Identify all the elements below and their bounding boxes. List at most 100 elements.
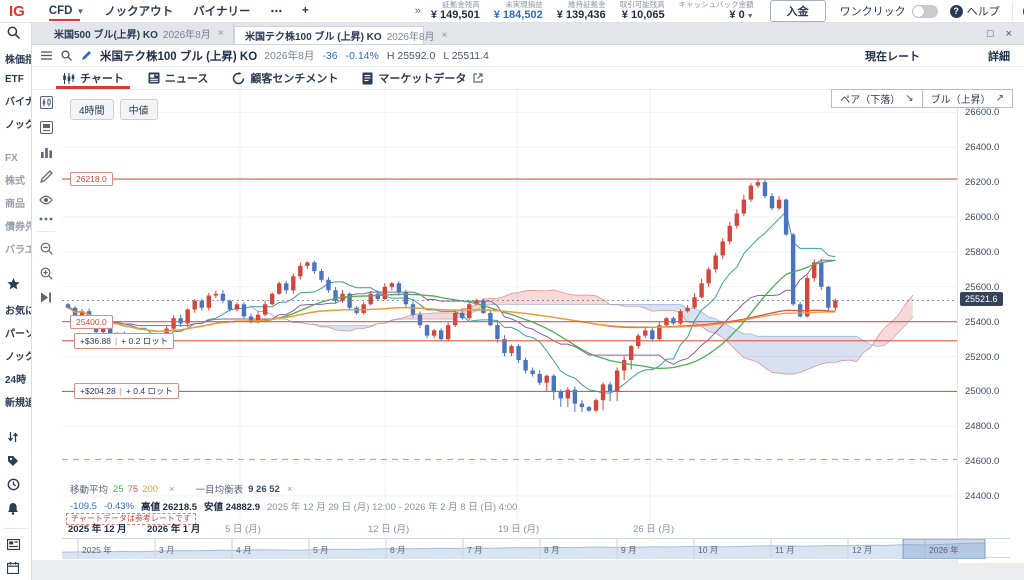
alerts-icon[interactable] xyxy=(0,499,31,523)
sidebar-item-16[interactable]: 24時 xyxy=(5,375,27,386)
menu-icon[interactable] xyxy=(41,51,52,60)
sidebar-item-7[interactable]: 株式 xyxy=(5,176,25,187)
zoom-out-icon[interactable] xyxy=(32,236,60,261)
y-axis[interactable]: 26600.0 26400.0 26200.0 26000.0 25800.0 25600… xyxy=(957,88,1024,563)
navigator-month-label: 4 月 xyxy=(236,545,252,555)
tab-title: 米国テク株100 ブル (上昇) KO xyxy=(245,32,382,43)
sidebar-item-3[interactable]: バイナ xyxy=(5,97,32,108)
sidebar-item-14[interactable]: パーソ xyxy=(5,329,32,340)
edit-icon[interactable] xyxy=(81,50,92,61)
stat-3: 取引可能残高 ¥ 10,065 xyxy=(620,1,665,21)
x-axis-label: 2025 年 12 月 xyxy=(68,524,127,535)
ig-logo: IG xyxy=(9,2,25,20)
position-chip[interactable]: +$36.88 | + 0.2 ロット xyxy=(74,332,175,349)
nav-item-more[interactable]: ⋯ xyxy=(270,6,282,18)
sidebar-item-8[interactable]: 商品 xyxy=(5,199,25,210)
sidebar-item-10[interactable]: バラエ xyxy=(5,245,32,256)
close-icon[interactable]: × xyxy=(1005,27,1012,40)
sidebar-item-4[interactable]: ノック xyxy=(5,120,32,131)
drawing-tools-icon[interactable] xyxy=(32,164,60,189)
trade-buttons: ペア（下落） ↘ ブル（上昇） ↗ xyxy=(831,89,1013,108)
sell-button[interactable]: ペア（下落） ↘ xyxy=(840,93,914,106)
ichimoku-remove-icon[interactable]: × xyxy=(286,483,293,495)
nav-item-0[interactable]: CFD ▼ xyxy=(39,0,95,22)
top-header: IG CFD ▼ ノックアウト バイナリー ⋯ + » 証拠金残高 ¥ 149,501 未実現… xyxy=(0,0,1024,23)
visibility-icon[interactable] xyxy=(32,189,60,211)
layout-icon[interactable] xyxy=(32,115,60,140)
tab-close-icon[interactable]: × xyxy=(441,30,448,41)
position-chip[interactable]: +$204.28 | + 0.4 ロット xyxy=(74,383,179,400)
buy-button[interactable]: ブル（上昇） ↗ xyxy=(921,90,1012,107)
ma-remove-icon[interactable]: × xyxy=(169,483,175,495)
stat-1: 未実現損益 ¥ 184,502 xyxy=(494,1,543,21)
nav-item-2[interactable]: バイナリー xyxy=(193,6,251,18)
sidebar-item-17[interactable]: 新規追 xyxy=(5,398,32,409)
indicators-icon[interactable] xyxy=(32,140,60,164)
x-axis-labels: 2025 年 12 月 2026 年 1 月 5 日 (月) 12 日 (月) 19 日… xyxy=(62,521,957,535)
search-icon[interactable] xyxy=(61,50,72,61)
help-button[interactable]: ? ヘルプ xyxy=(949,3,1000,19)
favorites-star-icon[interactable] xyxy=(0,274,31,298)
search-icon[interactable] xyxy=(0,23,31,47)
workspace-tab-0[interactable]: 米国500 ブル(上昇) KO 2026年8月 × xyxy=(44,23,234,44)
navigator-month-label: 3 月 xyxy=(159,545,175,555)
sidebar-item-9[interactable]: 債券先 xyxy=(5,222,32,233)
y-axis-tick: 25600.0 xyxy=(965,281,1000,293)
navigator-month-label: 5 月 xyxy=(313,545,329,555)
sidebar-item-2[interactable]: ETF xyxy=(5,74,24,85)
chart-type-icon[interactable] xyxy=(32,90,60,115)
nav-overflow-chevron[interactable]: » xyxy=(414,5,421,17)
sidebar-item-1[interactable]: 株価指 xyxy=(5,55,32,66)
sidebar-item-15[interactable]: ノック xyxy=(5,352,32,363)
main-nav: CFD ▼ ノックアウト バイナリー ⋯ + xyxy=(39,0,319,22)
maximize-icon[interactable]: □ xyxy=(986,27,994,40)
deposit-button[interactable]: 入金 xyxy=(769,0,826,22)
nav-item-1[interactable]: ノックアウト xyxy=(104,6,174,18)
instrument-name: 米国テク株100 ブル (上昇) KO xyxy=(100,50,258,63)
news-icon[interactable] xyxy=(0,534,31,558)
sidebar-item-13[interactable]: お気に xyxy=(5,306,32,317)
chart-plot-area[interactable]: 4時間 中値 ペア（下落） ↘ ブル（上昇） ↗ 26218.0 25400.0 +$3… xyxy=(62,88,1013,563)
interval-button[interactable]: 4時間 xyxy=(70,99,114,120)
one-click-label: ワンクリック xyxy=(839,6,906,18)
navigator-month-label: 11 月 xyxy=(775,545,795,555)
current-rate-button[interactable]: 現在レート xyxy=(865,50,920,63)
navigator-month-label: 2026 年 xyxy=(929,545,959,555)
reference-rate-notice: チャートデータは参考レートです xyxy=(66,513,196,525)
x-axis-label: 5 日 (月) xyxy=(225,524,261,535)
positions-icon[interactable] xyxy=(0,427,31,451)
account-menu[interactable]: 株価指数口座 口座番号: QIMO4 ▼ xyxy=(1011,1,1024,21)
more-options-icon[interactable] xyxy=(32,211,60,227)
subtab-0[interactable]: チャート xyxy=(50,67,136,89)
stat-value: ¥ 10,065 xyxy=(621,8,665,21)
chart-navigator[interactable]: 2025 年 3 月 4 月 5 月 6 月 7 月 8 月 9 月 10 月 11 月 12 月 2… xyxy=(61,538,1010,560)
sidebar-item-6[interactable]: FX xyxy=(5,153,18,164)
subtab-2[interactable]: 顧客センチメント xyxy=(220,67,350,89)
subtab-1[interactable]: ニュース xyxy=(136,67,220,89)
y-axis-tick: 24800.0 xyxy=(965,421,1000,433)
nav-caret-icon: ▼ xyxy=(76,6,85,16)
nav-item-add[interactable]: + xyxy=(301,5,309,17)
stat-value: ¥ 0 ▼ xyxy=(729,8,754,21)
tab-close-icon[interactable]: × xyxy=(217,28,224,39)
one-click-toggle[interactable] xyxy=(911,4,938,18)
stat-2: 維持証拠金 ¥ 139,436 xyxy=(557,1,606,21)
stat-label: 取引可能残高 xyxy=(619,0,665,10)
price-type-button[interactable]: 中値 xyxy=(119,99,158,120)
help-label: ヘルプ xyxy=(966,6,1000,18)
subtab-3[interactable]: マーケットデータ xyxy=(350,67,495,89)
stat-caret-icon[interactable]: ▼ xyxy=(746,12,754,20)
history-icon[interactable] xyxy=(0,475,31,499)
go-to-latest-icon[interactable] xyxy=(32,286,60,309)
session-info: -109.5 -0.43% 高値 26218.5 安値 24882.9 2025… xyxy=(70,499,517,514)
window-controls: □ × xyxy=(987,23,1024,44)
details-button[interactable]: 詳細 xyxy=(988,50,1010,63)
workspace-tab-1[interactable]: 米国テク株100 ブル (上昇) KO 2026年8月 × xyxy=(234,26,447,44)
orders-icon[interactable] xyxy=(0,451,31,475)
order-level-chip[interactable]: 26218.0 xyxy=(70,172,113,187)
zoom-in-icon[interactable] xyxy=(32,261,60,286)
instrument-high: H 25592.0 xyxy=(386,49,436,62)
calendar-icon[interactable] xyxy=(0,558,31,580)
order-level-chip[interactable]: 25400.0 xyxy=(70,314,113,329)
candlestick-chart[interactable] xyxy=(62,88,957,563)
